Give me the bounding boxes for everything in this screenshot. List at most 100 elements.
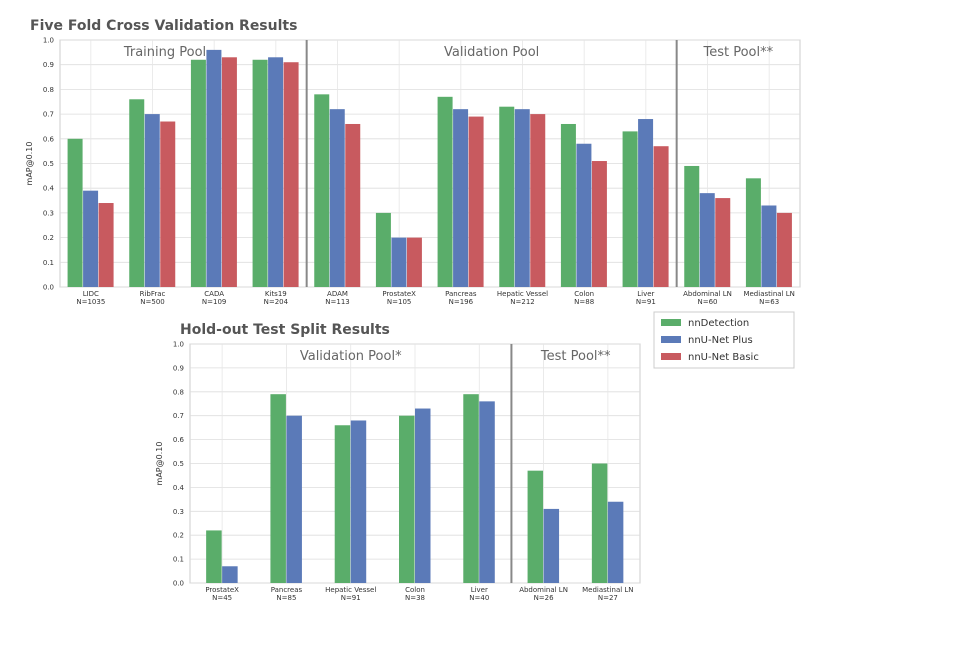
- bar-nndetection-pancreas: [270, 394, 286, 583]
- bar-nndetection-cada: [190, 59, 206, 288]
- bar-nndetection-pancreas: [437, 96, 453, 287]
- x-tick-count-ribfrac: N=500: [140, 298, 164, 306]
- legend-swatch-nndetection: [661, 319, 681, 326]
- pool-label-validation-pool: Validation Pool*: [300, 349, 402, 364]
- bar-nndetection-mediastinal-ln: [591, 463, 608, 583]
- y-tick-label: 0.0: [43, 284, 54, 292]
- x-tick-label-liver: Liver: [471, 586, 488, 594]
- x-tick-label-prostatex: ProstateX: [205, 586, 239, 594]
- bar-nnu-net-plus-adam: [329, 109, 345, 287]
- y-tick-label: 1.0: [43, 37, 54, 45]
- y-tick-label: 1.0: [173, 341, 184, 349]
- x-tick-label-abdominal-ln: Abdominal LN: [683, 290, 732, 298]
- bar-nnu-net-basic-abdominal-ln: [715, 198, 731, 287]
- bar-nnu-net-basic-hepatic-vessel: [530, 114, 546, 287]
- legend-label-nnunet-basic: nnU-Net Basic: [688, 352, 759, 363]
- x-tick-count-mediastinal-ln: N=63: [759, 298, 779, 306]
- x-tick-label-abdominal-ln: Abdominal LN: [519, 586, 568, 594]
- x-tick-count-prostatex: N=105: [387, 298, 411, 306]
- x-tick-count-abdominal-ln: N=26: [534, 594, 555, 602]
- y-tick-label: 0.4: [173, 484, 185, 492]
- bar-nndetection-prostatex: [206, 530, 222, 583]
- bar-nndetection-hepatic-vessel: [499, 106, 515, 287]
- y-tick-label: 0.9: [173, 364, 184, 372]
- bar-nnu-net-plus-pancreas: [453, 109, 469, 287]
- x-tick-label-cada: CADA: [204, 290, 224, 298]
- bar-nnu-net-plus-abdominal-ln: [699, 193, 715, 287]
- y-tick-label: 0.2: [43, 234, 54, 242]
- x-tick-label-colon: Colon: [405, 586, 425, 594]
- bar-nndetection-mediastinal-ln: [745, 178, 761, 287]
- y-tick-label: 0.3: [173, 508, 184, 516]
- cross-validation-chart: 0.00.10.20.30.40.50.60.70.80.91.0LIDCN=1…: [25, 37, 801, 306]
- y-tick-label: 0.7: [173, 412, 184, 420]
- bar-nnu-net-plus-ribfrac: [144, 114, 160, 287]
- bar-nndetection-colon: [560, 123, 576, 287]
- bar-nnu-net-plus-prostatex: [222, 566, 238, 583]
- x-tick-label-colon: Colon: [574, 290, 594, 298]
- bar-nnu-net-basic-cada: [221, 57, 237, 287]
- bar-nndetection-ribfrac: [129, 99, 145, 287]
- x-tick-count-liver: N=91: [636, 298, 656, 306]
- bar-nnu-net-plus-mediastinal-ln: [761, 205, 777, 287]
- x-tick-label-pancreas: Pancreas: [271, 586, 303, 594]
- legend-swatch-nnunet-plus: [661, 336, 681, 343]
- bar-nnu-net-basic-colon: [591, 161, 607, 287]
- bar-nndetection-hepatic-vessel: [334, 425, 351, 583]
- x-tick-label-kits19: Kits19: [265, 290, 287, 298]
- bar-nndetection-liver: [463, 394, 479, 583]
- y-tick-label: 0.9: [43, 61, 54, 69]
- legend-label-nndetection: nnDetection: [688, 318, 749, 329]
- pool-label-test-pool: Test Pool**: [703, 45, 774, 60]
- bar-nndetection-abdominal-ln: [527, 470, 544, 583]
- x-tick-label-hepatic-vessel: Hepatic Vessel: [325, 586, 376, 594]
- bar-nnu-net-plus-liver: [638, 119, 654, 287]
- bar-nnu-net-basic-liver: [653, 146, 669, 287]
- legend: nnDetection nnU-Net Plus nnU-Net Basic: [653, 311, 795, 369]
- bar-nndetection-abdominal-ln: [684, 165, 700, 287]
- bar-nndetection-colon: [399, 415, 415, 583]
- x-tick-label-pancreas: Pancreas: [445, 290, 477, 298]
- bar-nnu-net-plus-prostatex: [391, 237, 407, 287]
- bar-nnu-net-basic-ribfrac: [160, 121, 176, 287]
- x-tick-label-liver: Liver: [637, 290, 654, 298]
- x-tick-label-hepatic-vessel: Hepatic Vessel: [497, 290, 548, 298]
- x-tick-count-cada: N=109: [202, 298, 226, 306]
- bar-nnu-net-basic-lidc: [98, 203, 114, 287]
- pool-label-training-pool: Training Pool: [123, 45, 206, 60]
- y-tick-label: 0.1: [43, 259, 54, 267]
- legend-swatch-nnunet-basic: [661, 353, 681, 360]
- bar-nnu-net-plus-colon: [576, 143, 592, 287]
- legend-label-nnunet-plus: nnU-Net Plus: [688, 335, 753, 346]
- y-tick-label: 0.6: [173, 436, 185, 444]
- bar-nnu-net-basic-mediastinal-ln: [776, 212, 792, 287]
- bar-nnu-net-plus-cada: [206, 49, 222, 287]
- chart-title-cross-validation: Five Fold Cross Validation Results: [30, 18, 297, 34]
- x-tick-label-adam: ADAM: [327, 290, 348, 298]
- y-tick-label: 0.5: [173, 460, 184, 468]
- x-tick-count-colon: N=88: [574, 298, 594, 306]
- bar-nnu-net-basic-kits19: [283, 62, 299, 288]
- bar-nnu-net-plus-abdominal-ln: [543, 508, 560, 583]
- y-tick-label: 0.7: [43, 111, 54, 119]
- bar-nnu-net-plus-hepatic-vessel: [350, 420, 367, 583]
- x-tick-count-mediastinal-ln: N=27: [598, 594, 618, 602]
- bar-nnu-net-plus-colon: [415, 408, 431, 583]
- bar-nnu-net-plus-liver: [479, 401, 495, 583]
- bar-nnu-net-plus-pancreas: [286, 415, 302, 583]
- bar-nnu-net-plus-kits19: [268, 57, 284, 287]
- pool-label-test-pool: Test Pool**: [540, 349, 611, 364]
- y-axis-label: mAP@0.10: [25, 142, 34, 186]
- x-tick-count-liver: N=40: [469, 594, 489, 602]
- x-tick-label-mediastinal-ln: Mediastinal LN: [582, 586, 633, 594]
- x-tick-label-lidc: LIDC: [83, 290, 99, 298]
- x-tick-count-hepatic-vessel: N=212: [510, 298, 534, 306]
- chart-title-holdout: Hold-out Test Split Results: [180, 322, 390, 338]
- y-tick-label: 0.5: [43, 160, 54, 168]
- x-tick-count-hepatic-vessel: N=91: [341, 594, 361, 602]
- pool-label-validation-pool: Validation Pool: [444, 45, 539, 60]
- x-tick-count-abdominal-ln: N=60: [697, 298, 717, 306]
- bar-nndetection-prostatex: [375, 212, 391, 287]
- x-tick-count-adam: N=113: [325, 298, 349, 306]
